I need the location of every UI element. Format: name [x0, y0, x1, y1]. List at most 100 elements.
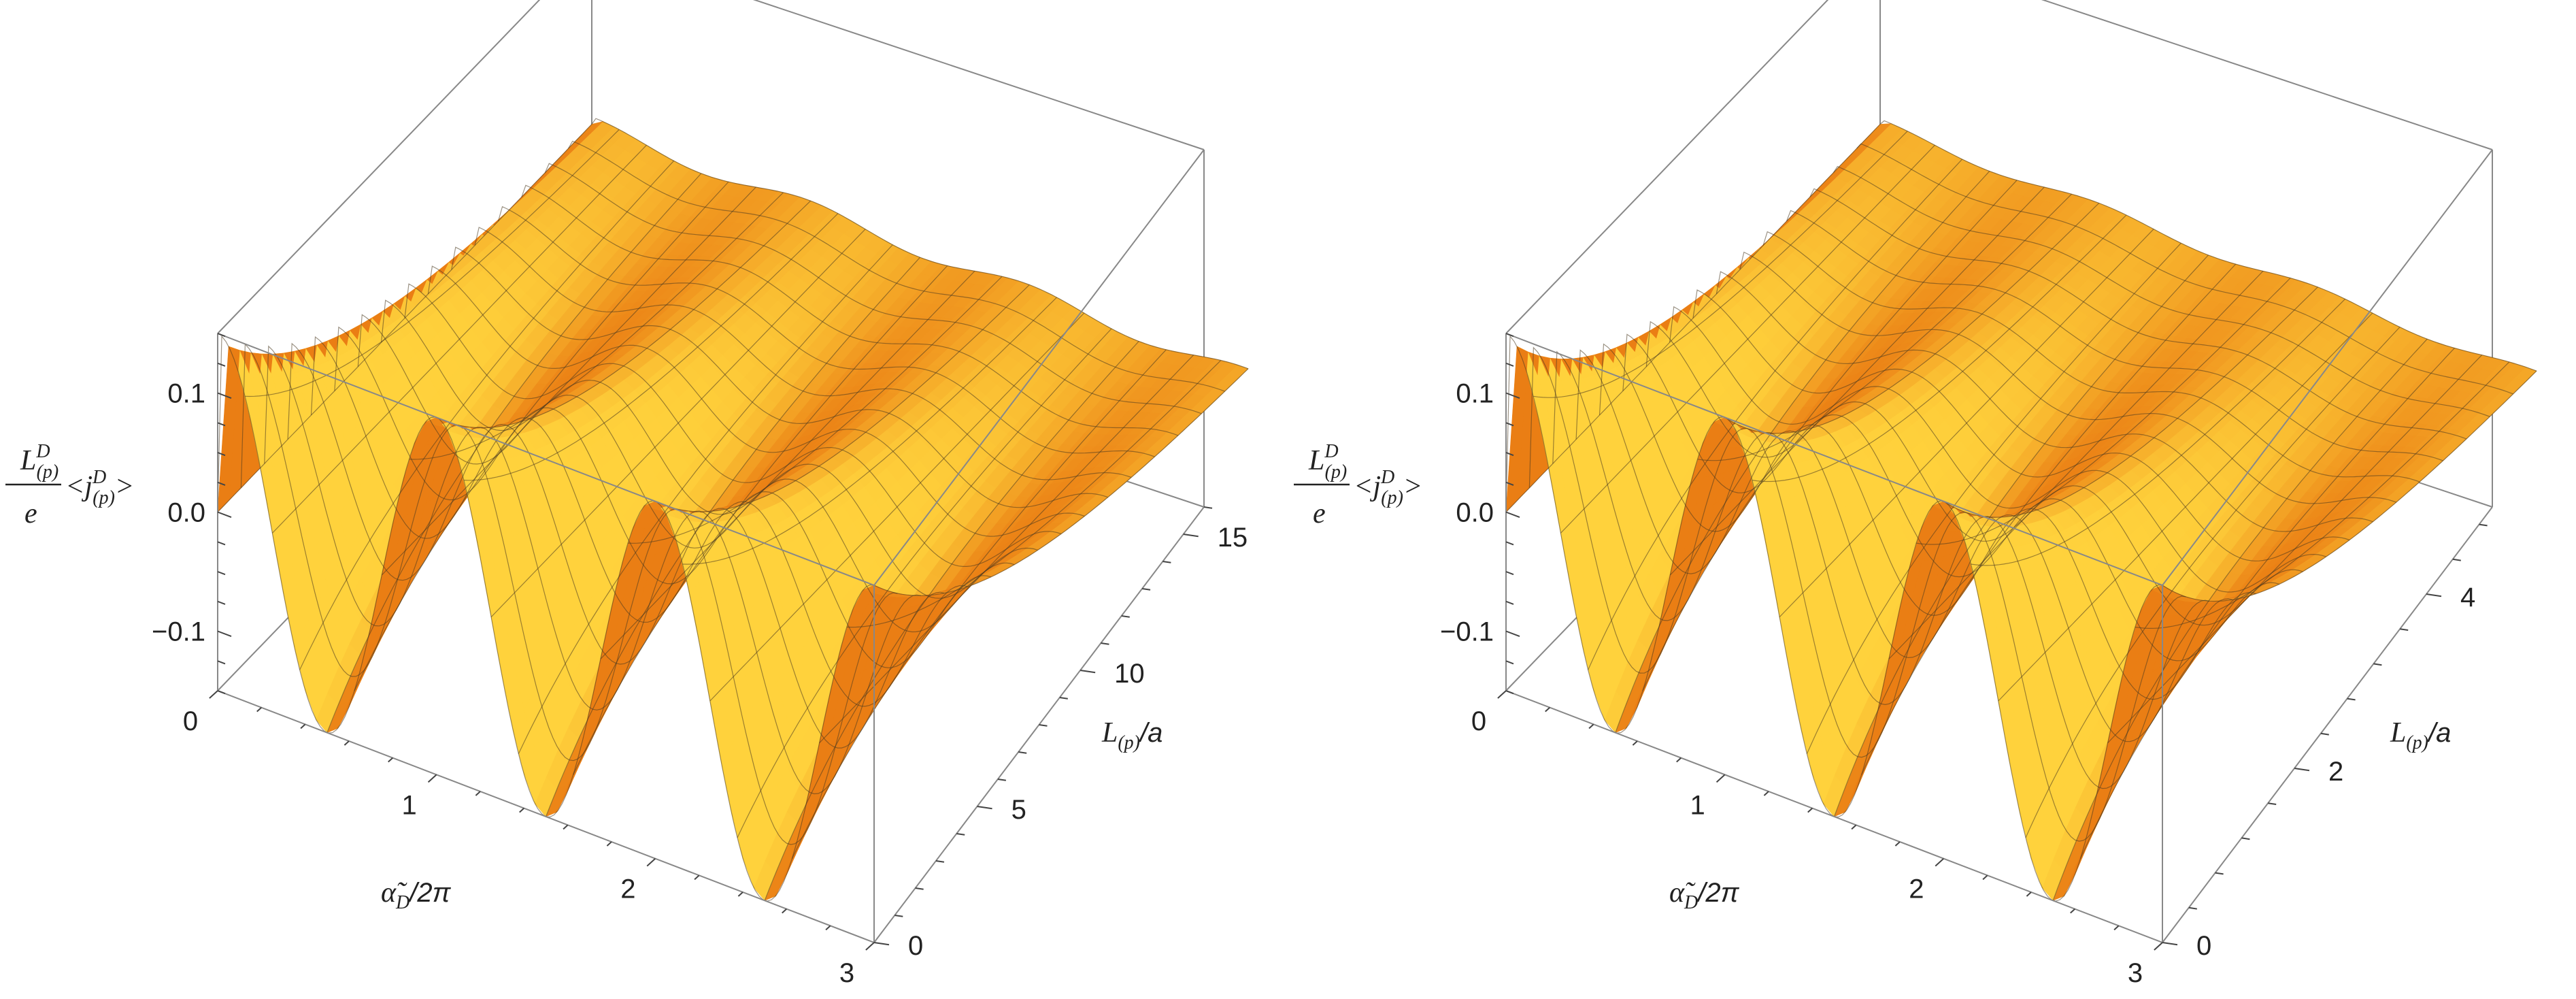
- y-label-rest: /a: [1138, 718, 1162, 748]
- z-tick-mark: [217, 690, 226, 695]
- z-tick-mark: [1505, 660, 1514, 665]
- box-edge: [2041, 0, 2493, 150]
- z-tick-mark: [1505, 362, 1514, 367]
- y-tick-mark: [1080, 670, 1096, 674]
- z-label-numerator: LD (p): [20, 441, 58, 482]
- z-tick-mark: [1505, 333, 1514, 338]
- y-tick-mark: [1203, 506, 1213, 509]
- x-tick-mark: [475, 791, 481, 796]
- x-tick-mark: [2026, 891, 2032, 897]
- z-tick-mark: [1505, 392, 1520, 399]
- z-tick-mark: [217, 630, 232, 638]
- x-tick-label: 3: [839, 958, 854, 988]
- z-tick-mark: [1505, 571, 1514, 576]
- z-axis: 0.1 0.0 −0.1: [1440, 333, 1520, 695]
- y-tick-label: 0: [908, 931, 923, 961]
- z-tick-mark: [1505, 511, 1520, 519]
- z-tick-mark: [1505, 690, 1514, 695]
- mesh-line-y: [1879, 120, 2537, 372]
- x-tick-label: 0: [183, 706, 198, 736]
- y-tick-mark: [2188, 906, 2197, 910]
- z-tick-mark: [217, 392, 232, 399]
- y-axis: 0 2 4: [2162, 523, 2488, 961]
- mesh-line-y: [310, 336, 968, 707]
- x-tick-mark: [1982, 874, 1988, 881]
- mesh-line-y: [427, 265, 1085, 537]
- x-tick-mark: [209, 690, 218, 699]
- z-tick-mark: [1505, 481, 1514, 486]
- z-tick-mark: [217, 571, 226, 576]
- z-label-numerator: LD (p): [1308, 441, 1347, 482]
- z-axis-label: LD (p) e <jD (p)>: [1294, 441, 1422, 529]
- x-axis-label: α̃D/2π: [381, 877, 452, 913]
- x-tick-label: 3: [2128, 958, 2143, 988]
- y-tick-mark: [894, 915, 903, 917]
- mesh-line-y: [1786, 210, 2443, 461]
- y-tick-mark: [873, 942, 890, 946]
- y-axis-label: L(p)/a: [2390, 717, 2451, 753]
- x-tick-mark: [2113, 925, 2120, 931]
- mesh-line-y: [287, 342, 945, 749]
- mesh-line-y: [1809, 188, 2467, 440]
- z-label-denominator: e: [1313, 498, 1326, 529]
- z-tick-mark: [1505, 630, 1520, 638]
- x-tick-mark: [256, 706, 263, 713]
- x-tick-mark: [2070, 908, 2076, 914]
- x-tick-mark: [519, 807, 525, 813]
- x-tick-label: 2: [1909, 874, 1924, 904]
- x-label-rest: /2π: [407, 878, 451, 908]
- z-tick-mark: [217, 600, 226, 605]
- box-edge: [217, 690, 875, 943]
- mesh-line-y: [1528, 346, 2186, 842]
- box-edge: [2162, 149, 2493, 586]
- x-tick-mark: [865, 942, 875, 951]
- box-edge: [1505, 333, 2163, 586]
- z-tick-mark: [217, 511, 232, 519]
- x-tick-mark: [1807, 807, 1813, 813]
- x-tick-mark: [694, 874, 700, 881]
- x-tick-mark: [1716, 774, 1726, 783]
- x-tick-mark: [388, 757, 394, 763]
- y-tick-mark: [2215, 872, 2224, 875]
- mesh-line-y: [1645, 321, 2303, 626]
- x-tick-mark: [2154, 942, 2163, 951]
- x-tick-mark: [300, 723, 306, 730]
- y-tick-mark: [1162, 561, 1171, 563]
- box-edge: [752, 0, 1205, 150]
- y-tick-mark: [2426, 593, 2442, 597]
- mesh-line-y: [1552, 350, 2209, 789]
- z-tick-label: −0.1: [1440, 617, 1494, 647]
- x-tick-mark: [1588, 723, 1594, 730]
- x-tick-mark: [1545, 706, 1551, 713]
- z-label-bracket: <jD (p)>: [65, 467, 134, 508]
- y-tick-mark: [1101, 642, 1109, 645]
- y-tick-mark: [956, 833, 965, 836]
- mesh-line-y: [334, 326, 992, 668]
- mesh-line-y: [404, 283, 1062, 567]
- z-tick-mark: [1505, 452, 1514, 457]
- z-tick-mark: [217, 481, 226, 486]
- y-tick-mark: [2320, 732, 2329, 736]
- box-edge: [217, 0, 541, 334]
- y-axis-label: L(p)/a: [1101, 717, 1162, 753]
- mesh-line-y: [591, 118, 1249, 370]
- y-tick-mark: [2241, 837, 2250, 840]
- x-tick-mark: [825, 925, 831, 931]
- box-edge: [1505, 0, 1829, 334]
- y-tick-mark: [2347, 698, 2356, 701]
- z-tick-mark: [1505, 541, 1514, 546]
- y-tick-mark: [2373, 663, 2382, 666]
- y-tick-mark: [1121, 615, 1130, 618]
- mesh-line-y: [1669, 306, 2326, 593]
- z-tick-mark: [217, 452, 226, 457]
- y-label-sub: (p): [1118, 732, 1140, 753]
- z-tick-mark: [1505, 422, 1514, 427]
- z-axis: 0.1 0.0 −0.1: [152, 333, 232, 695]
- mesh-line-y: [357, 314, 1015, 633]
- mesh-line-y: [1622, 333, 2280, 661]
- y-tick-mark: [997, 779, 1007, 781]
- mesh-line-y: [1599, 343, 2256, 700]
- z-tick-label: 0.0: [167, 498, 205, 528]
